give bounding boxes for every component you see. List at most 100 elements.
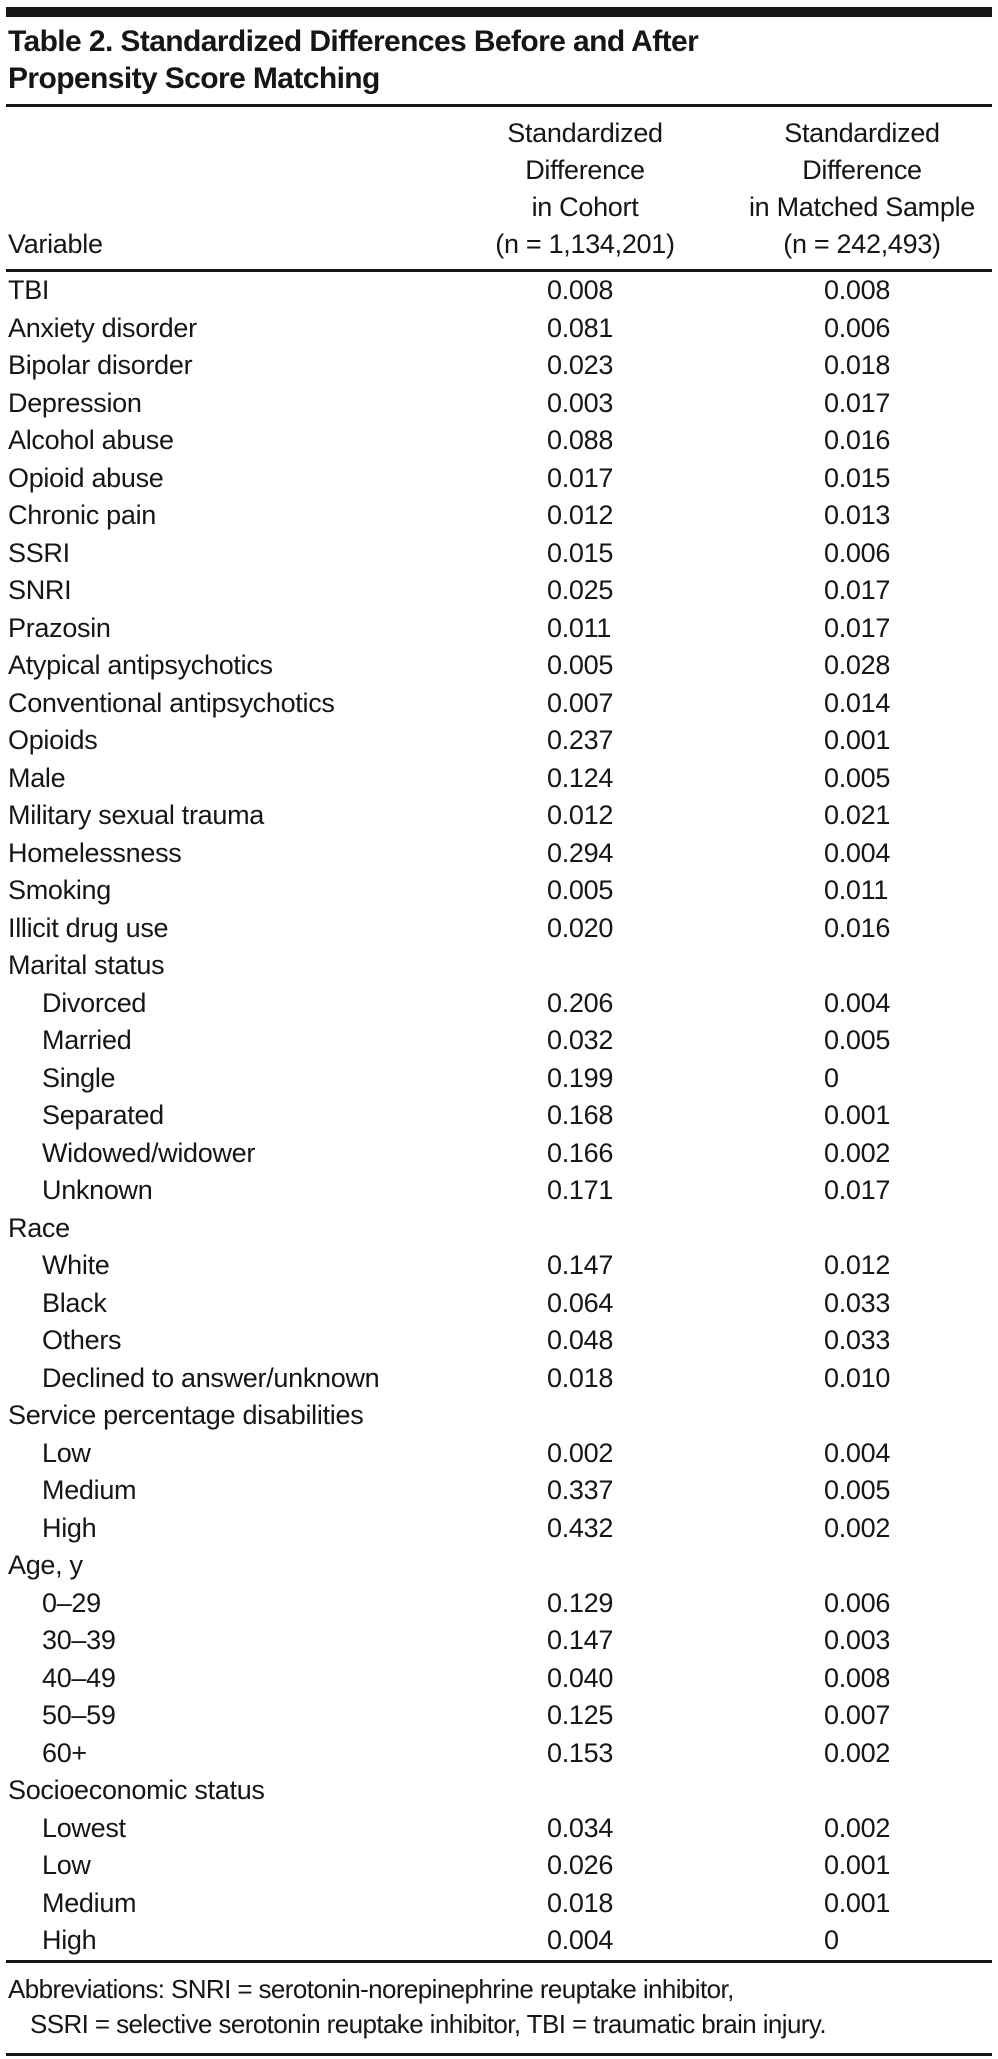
variable-cell: Single xyxy=(42,1062,116,1093)
matched-value: 0.001 xyxy=(824,1100,891,1130)
variable-cell: Smoking xyxy=(8,875,111,905)
cohort-value-cell: 0.005 xyxy=(438,647,732,685)
cohort-value-cell: 0.199 xyxy=(438,1060,732,1098)
cohort-value: 0.007 xyxy=(547,687,614,718)
matched-value: 0.005 xyxy=(824,1475,891,1505)
matched-value: 0.014 xyxy=(824,687,891,718)
matched-value-cell: 0.003 xyxy=(732,1622,992,1660)
cohort-value: 0.048 xyxy=(547,1325,614,1355)
variable-cell: Age, y xyxy=(8,1550,83,1580)
cohort-value: 0.005 xyxy=(547,650,614,680)
table-row: Low 0.002 0.004 xyxy=(6,1435,992,1473)
table-row: Bipolar disorder 0.023 0.018 xyxy=(6,347,992,385)
matched-value: 0.005 xyxy=(824,1025,891,1055)
cohort-value: 0.064 xyxy=(547,1287,614,1318)
matched-value-cell: 0.006 xyxy=(732,310,992,348)
cohort-value: 0.199 xyxy=(547,1062,614,1093)
matched-value-cell: 0 xyxy=(732,1060,992,1098)
cohort-value-cell: 0.008 xyxy=(438,271,732,310)
cohort-value-cell: 0.088 xyxy=(438,422,732,460)
matched-value-cell: 0.017 xyxy=(732,572,992,610)
cohort-value-cell: 0.002 xyxy=(438,1435,732,1473)
matched-value-cell: 0.012 xyxy=(732,1247,992,1285)
matched-value: 0.028 xyxy=(824,650,891,680)
cohort-value: 0.337 xyxy=(547,1475,614,1505)
matched-header-line: Standardized xyxy=(784,118,940,148)
column-header-matched: Standardized Difference in Matched Sampl… xyxy=(732,107,992,272)
matched-value: 0.016 xyxy=(824,912,891,943)
matched-value-cell: 0.018 xyxy=(732,347,992,385)
cohort-value-cell xyxy=(438,1397,732,1435)
matched-value: 0 xyxy=(824,1925,839,1955)
matched-value-cell: 0.017 xyxy=(732,385,992,423)
matched-value: 0.013 xyxy=(824,500,891,530)
matched-value-cell: 0.014 xyxy=(732,685,992,723)
variable-cell: Married xyxy=(42,1025,132,1055)
cohort-value: 0.003 xyxy=(547,387,614,418)
cohort-value-cell: 0.017 xyxy=(438,460,732,498)
table-row: Medium 0.018 0.001 xyxy=(6,1885,992,1923)
matched-value-cell xyxy=(732,1772,992,1810)
matched-value-cell: 0.004 xyxy=(732,985,992,1023)
cohort-value-cell: 0.026 xyxy=(438,1847,732,1885)
cohort-value-cell: 0.003 xyxy=(438,385,732,423)
cohort-value: 0.008 xyxy=(547,275,614,305)
table-figure: Table 2. Standardized Differences Before… xyxy=(0,7,998,2056)
variable-cell: SSRI xyxy=(8,537,70,568)
variable-cell: Declined to answer/unknown xyxy=(42,1362,380,1393)
cohort-value: 0.432 xyxy=(547,1512,614,1543)
table-row: Prazosin 0.011 0.017 xyxy=(6,610,992,648)
cohort-value: 0.023 xyxy=(547,350,614,380)
abbreviations-line-1: Abbreviations: SNRI = serotonin-norepine… xyxy=(8,1973,734,2004)
variable-cell: Service percentage disabilities xyxy=(8,1400,364,1430)
matched-value: 0.017 xyxy=(824,575,891,605)
matched-value-cell: 0.021 xyxy=(732,797,992,835)
bottom-rule xyxy=(6,2052,992,2056)
matched-value-cell: 0.008 xyxy=(732,271,992,310)
cohort-value-cell: 0.081 xyxy=(438,310,732,348)
cohort-value: 0.012 xyxy=(547,800,614,830)
matched-value: 0.002 xyxy=(824,1812,891,1843)
cohort-value: 0.237 xyxy=(547,725,614,755)
variable-cell: Depression xyxy=(8,387,142,418)
cohort-value-cell: 0.012 xyxy=(438,797,732,835)
matched-value-cell: 0.010 xyxy=(732,1360,992,1398)
variable-cell: 60+ xyxy=(42,1737,87,1768)
column-header-cohort: Standardized Difference in Cohort (n = 1… xyxy=(438,107,732,272)
matched-value-cell: 0.016 xyxy=(732,422,992,460)
cohort-value: 0.088 xyxy=(547,425,614,455)
table-row: SSRI 0.015 0.006 xyxy=(6,535,992,573)
cohort-value: 0.020 xyxy=(547,912,614,943)
cohort-value: 0.168 xyxy=(547,1100,614,1130)
matched-value: 0.007 xyxy=(824,1700,891,1730)
variable-cell: Unknown xyxy=(42,1175,153,1205)
cohort-value-cell: 0.147 xyxy=(438,1622,732,1660)
table-body: TBI 0.008 0.008 Anxiety disorder 0.081 0… xyxy=(6,271,992,1961)
variable-cell: Low xyxy=(42,1850,91,1880)
variable-cell: Illicit drug use xyxy=(8,912,169,943)
cohort-value: 0.206 xyxy=(547,987,614,1018)
matched-value: 0.016 xyxy=(824,425,891,455)
table-row: Illicit drug use 0.020 0.016 xyxy=(6,910,992,948)
variable-cell: SNRI xyxy=(8,575,72,605)
matched-value-cell: 0.033 xyxy=(732,1322,992,1360)
matched-value: 0.017 xyxy=(824,612,891,643)
cohort-value-cell: 0.166 xyxy=(438,1135,732,1173)
cohort-value: 0.040 xyxy=(547,1662,614,1693)
variable-cell: Prazosin xyxy=(8,612,111,643)
cohort-value-cell: 0.007 xyxy=(438,685,732,723)
variable-cell: Separated xyxy=(42,1100,164,1130)
table-row: Lowest 0.034 0.002 xyxy=(6,1810,992,1848)
cohort-header-n: (n = 1,134,201) xyxy=(495,229,675,259)
cohort-header-line: in Cohort xyxy=(531,192,639,222)
table-row: Smoking 0.005 0.011 xyxy=(6,872,992,910)
table-row: Anxiety disorder 0.081 0.006 xyxy=(6,310,992,348)
title-divider-rule xyxy=(6,104,992,107)
variable-cell: Socioeconomic status xyxy=(8,1775,265,1805)
cohort-value-cell: 0.034 xyxy=(438,1810,732,1848)
table-row: 0–29 0.129 0.006 xyxy=(6,1585,992,1623)
cohort-value-cell: 0.011 xyxy=(438,610,732,648)
variable-cell: 40–49 xyxy=(42,1662,116,1693)
cohort-value: 0.171 xyxy=(547,1175,614,1205)
variable-cell: Medium xyxy=(42,1475,137,1505)
